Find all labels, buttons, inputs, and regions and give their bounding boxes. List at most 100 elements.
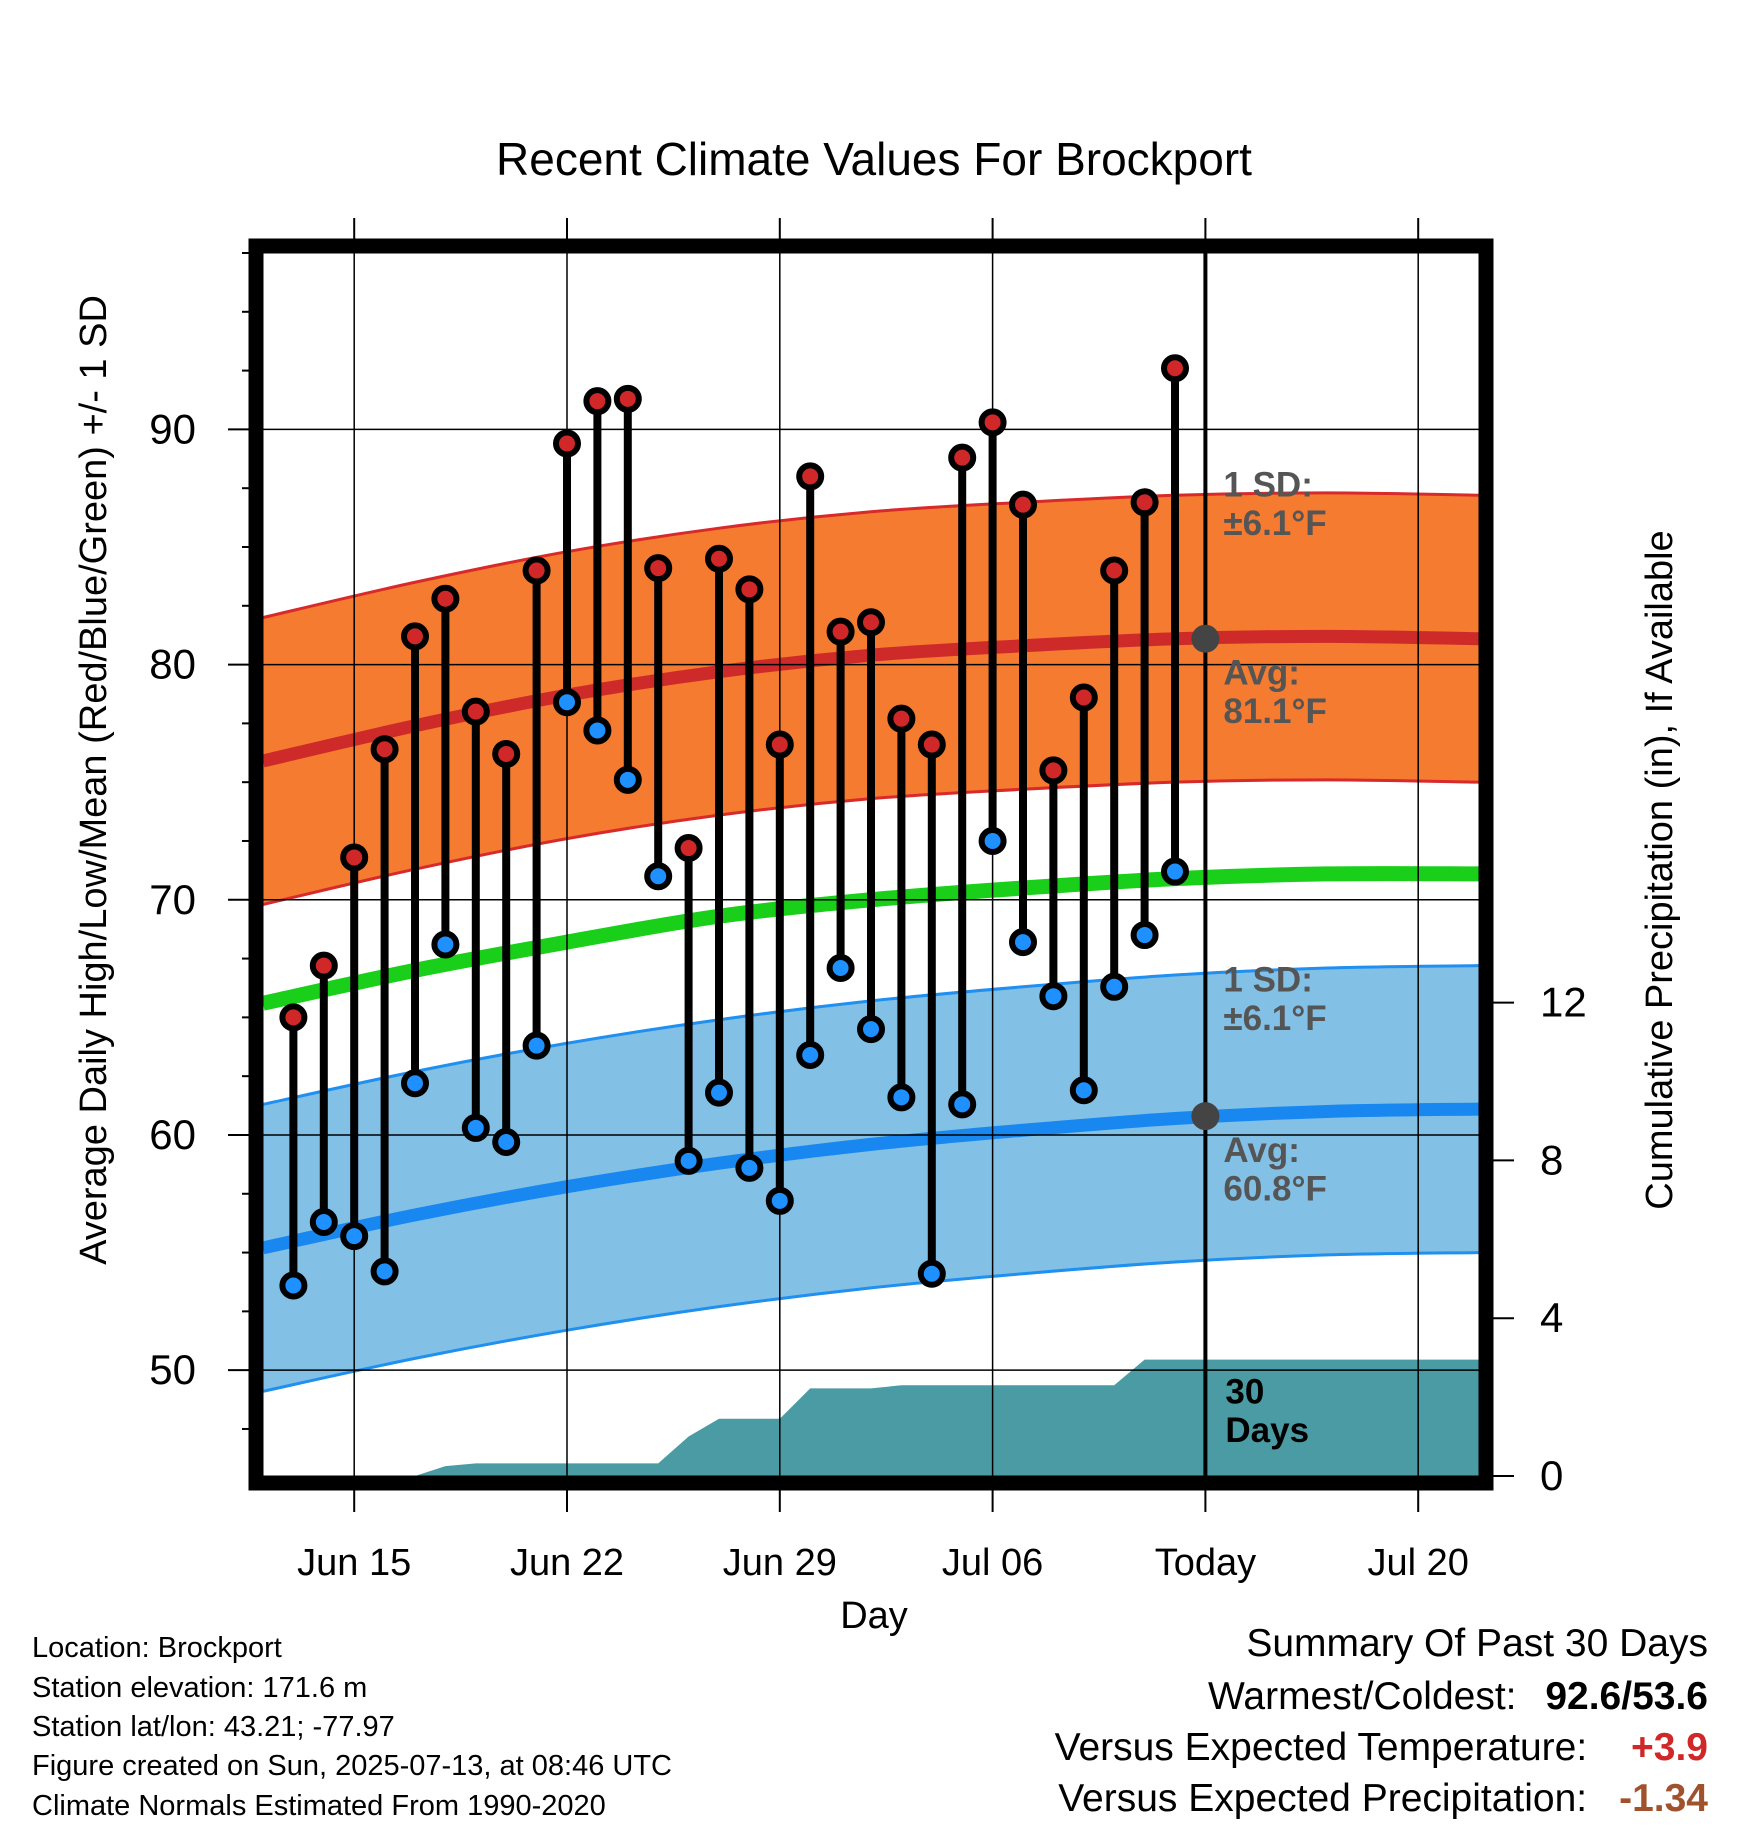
daily-high-point	[461, 697, 490, 726]
daily-high-point	[948, 443, 977, 472]
high-avg-annotation: Avg: 81.1°F	[1223, 654, 1327, 732]
daily-high-point	[705, 544, 733, 573]
high-sd-annotation: 1 SD: ±6.1°F	[1223, 466, 1326, 543]
x-tick-label: Jun 15	[297, 1542, 411, 1584]
precip-area	[263, 1359, 1479, 1476]
daily-low-point	[309, 1207, 338, 1236]
summary-temp-label: Versus Expected Temperature:	[1054, 1726, 1588, 1769]
daily-low-point	[1100, 972, 1129, 1001]
daily-high-point	[401, 622, 429, 651]
daily-low-point	[1161, 857, 1189, 886]
summary-warmest-label: Warmest/Coldest:	[1208, 1675, 1517, 1718]
today-high-avg-marker	[1191, 624, 1220, 653]
x-tick-label: Jul 06	[942, 1542, 1043, 1584]
info-created: Figure created on Sun, 2025-07-13, at 08…	[32, 1750, 672, 1782]
high-sd-annotation-line2: ±6.1°F	[1223, 504, 1326, 543]
daily-high-point	[1069, 683, 1098, 712]
low-sd-annotation-line2: ±6.1°F	[1223, 999, 1326, 1038]
daily-low-point	[705, 1078, 733, 1107]
x-tick-label: Jul 20	[1367, 1542, 1468, 1584]
daily-low-point	[553, 688, 581, 717]
daily-low-point	[978, 826, 1007, 855]
daily-low-point	[765, 1186, 794, 1215]
daily-low-point	[948, 1090, 977, 1119]
plot-frame	[248, 238, 1494, 1491]
precip-days-annotation-line2: Days	[1225, 1411, 1309, 1450]
low-sd-annotation: 1 SD: ±6.1°F	[1223, 961, 1326, 1039]
daily-high-point	[1161, 354, 1189, 383]
daily-high-point	[279, 1003, 308, 1032]
daily-high-point	[917, 730, 946, 759]
y2-axis-label: Cumulative Precipitation (in), If Availa…	[1639, 530, 1681, 1209]
daily-high-point	[370, 735, 399, 764]
low-avg-line	[263, 1102, 1479, 1255]
x-tick-label: Jun 22	[510, 1542, 624, 1584]
daily-low-point	[522, 1031, 551, 1060]
daily-high-point	[613, 384, 642, 413]
y2-tick-label: 4	[1540, 1294, 1563, 1341]
summary-precip-label: Versus Expected Precipitation:	[1058, 1777, 1588, 1820]
daily-high-point	[340, 843, 369, 872]
y2-tick-label: 12	[1540, 979, 1587, 1026]
daily-low-point	[279, 1271, 308, 1300]
daily-high-point	[796, 462, 825, 491]
daily-high-point	[1100, 556, 1129, 585]
daily-low-point	[1130, 921, 1159, 950]
daily-high-point	[857, 608, 885, 637]
y-tick-label: 70	[149, 876, 196, 923]
daily-high-point	[826, 617, 855, 646]
daily-high-point	[887, 704, 916, 733]
summary-precip-value: -1.34	[1619, 1777, 1708, 1820]
y-tick-label: 50	[149, 1346, 196, 1393]
high-sd-annotation-line1: 1 SD:	[1223, 466, 1312, 505]
daily-high-point	[1009, 490, 1037, 519]
info-elevation: Station elevation: 171.6 m	[32, 1672, 368, 1704]
daily-high-point	[1039, 756, 1068, 785]
chart-title: Recent Climate Values For Brockport	[496, 133, 1252, 185]
info-location: Location: Brockport	[32, 1632, 282, 1664]
today-low-avg-marker	[1191, 1102, 1220, 1131]
high-sd-upper-line	[263, 491, 1479, 620]
daily-low-point	[917, 1259, 946, 1288]
daily-high-point	[978, 408, 1007, 437]
daily-low-point	[1009, 928, 1037, 957]
info-normals: Climate Normals Estimated From 1990-2020	[32, 1790, 606, 1822]
daily-low-point	[826, 953, 855, 982]
summary-precip-row: Versus Expected Precipitation: -1.34	[1058, 1777, 1708, 1821]
daily-high-point	[553, 429, 581, 458]
high-avg-annotation-line1: Avg:	[1223, 654, 1299, 693]
precip-days-annotation-line1: 30	[1225, 1373, 1264, 1412]
daily-high-point	[644, 554, 673, 583]
summary-temp-value: +3.9	[1631, 1726, 1708, 1769]
y-tick-label: 90	[149, 405, 196, 452]
daily-high-point	[1130, 488, 1159, 517]
daily-high-point	[522, 556, 551, 585]
daily-low-point	[644, 862, 673, 891]
daily-high-point	[765, 730, 794, 759]
daily-low-point	[340, 1222, 369, 1251]
daily-high-point	[735, 575, 764, 604]
daily-low-point	[674, 1146, 703, 1175]
low-avg-annotation: Avg: 60.8°F	[1223, 1131, 1327, 1209]
x-tick-label: Jun 29	[723, 1542, 837, 1584]
daily-low-point	[887, 1083, 916, 1112]
daily-low-point	[401, 1069, 429, 1098]
y-tick-label: 80	[149, 641, 196, 688]
low-sd-annotation-line1: 1 SD:	[1223, 961, 1312, 1000]
x-axis-label: Day	[840, 1595, 908, 1637]
precip-days-annotation: 30 Days	[1225, 1373, 1309, 1451]
daily-low-point	[796, 1041, 825, 1070]
daily-low-point	[613, 765, 642, 794]
daily-high-point	[492, 739, 521, 768]
daily-high-point	[674, 834, 703, 863]
low-sd-lower-line	[263, 1251, 1479, 1393]
daily-low-point	[431, 930, 460, 959]
y2-tick-label: 8	[1540, 1136, 1563, 1183]
y-axis-label: Average Daily High/Low/Mean (Red/Blue/Gr…	[73, 295, 115, 1265]
daily-high-point	[583, 387, 612, 416]
y-tick-label: 60	[149, 1111, 196, 1158]
daily-low-point	[492, 1128, 521, 1157]
y2-tick-label: 0	[1540, 1452, 1563, 1499]
daily-high-point	[309, 951, 338, 980]
